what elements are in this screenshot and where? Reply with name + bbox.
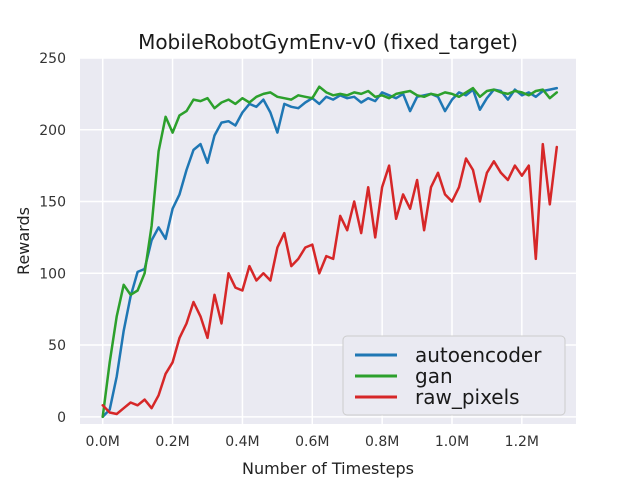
series-line-autoencoder <box>101 86 559 419</box>
y-tick-label: 200 <box>39 123 66 139</box>
series-line-raw-pixels <box>101 142 559 416</box>
x-tick-label: 0.0M <box>86 434 120 450</box>
legend-box <box>342 335 566 416</box>
chart-title: MobileRobotGymEnv-v0 (fixed_target) <box>138 30 518 54</box>
y-tick-label: 100 <box>39 266 66 282</box>
y-tick-label: 50 <box>48 338 66 354</box>
y-tick-label: 150 <box>39 195 66 211</box>
legend-label-autoencoder: autoencoder <box>415 343 542 367</box>
x-tick-label: 1.0M <box>435 434 469 450</box>
legend-label-gan: gan <box>415 364 453 388</box>
y-tick-labels: 0 50 100 150 200 250 <box>39 51 66 426</box>
series-lines <box>101 85 559 419</box>
x-tick-label: 1.2M <box>505 434 539 450</box>
x-tick-label: 0.6M <box>295 434 329 450</box>
legend-label-raw-pixels: raw_pixels <box>415 385 520 409</box>
y-tick-label: 0 <box>57 410 66 426</box>
y-tick-label: 250 <box>39 51 66 67</box>
x-tick-labels: 0.0M 0.2M 0.4M 0.6M 0.8M 1.0M 1.2M <box>86 434 539 450</box>
series-line-gan <box>101 85 559 419</box>
y-axis-label: Rewards <box>14 207 33 275</box>
x-tick-label: 0.2M <box>155 434 189 450</box>
x-tick-label: 0.8M <box>365 434 399 450</box>
x-tick-label: 0.4M <box>225 434 259 450</box>
x-axis-label: Number of Timesteps <box>242 459 414 478</box>
